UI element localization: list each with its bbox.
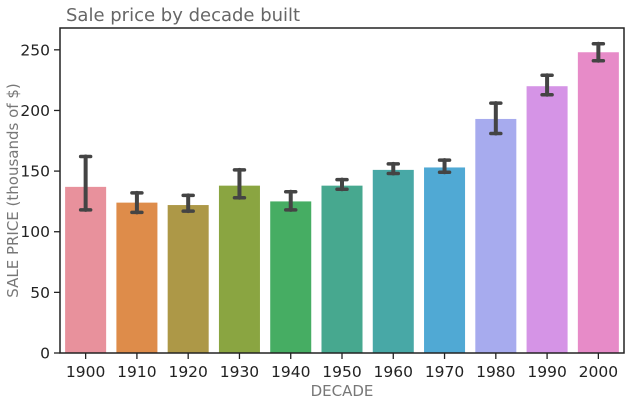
bar-group-2000 — [577, 41, 619, 354]
bar-group-1950 — [321, 177, 363, 353]
bar-1960 — [372, 169, 414, 353]
x-tick-label-2000: 2000 — [579, 363, 618, 381]
error-bar-1900 — [78, 154, 93, 212]
error-bar-1960 — [386, 161, 401, 176]
bar-1900 — [65, 186, 107, 353]
bar-group-1900 — [65, 154, 107, 353]
bar-group-1990 — [526, 73, 568, 353]
x-tick-label-1910: 1910 — [117, 363, 156, 381]
y-tick-label-250: 250 — [20, 41, 50, 59]
x-tick-label-1950: 1950 — [322, 363, 361, 381]
bar-group-1980 — [475, 101, 517, 353]
bar-group-1920 — [167, 193, 209, 353]
y-tick-label-100: 100 — [20, 223, 50, 241]
bar-group-1940 — [270, 189, 312, 353]
y-tick-label-150: 150 — [20, 163, 50, 181]
bar-1910 — [116, 202, 158, 353]
error-bar-1920 — [181, 193, 195, 214]
error-bar-1910 — [130, 190, 144, 215]
bar-group-1930 — [218, 167, 260, 353]
y-tick-label-200: 200 — [20, 102, 50, 120]
bar-group-1910 — [116, 190, 158, 353]
error-bar-1980 — [489, 101, 503, 136]
bar-1990 — [526, 86, 568, 353]
y-tick-label-0: 0 — [40, 345, 50, 363]
x-tick-label-1980: 1980 — [476, 363, 515, 381]
x-tick-label-1930: 1930 — [220, 363, 259, 381]
x-tick-label-1990: 1990 — [527, 363, 566, 381]
bar-1940 — [270, 201, 312, 353]
x-tick-label-1940: 1940 — [271, 363, 310, 381]
error-bar-1990 — [540, 73, 554, 97]
bar-1930 — [218, 185, 260, 353]
x-axis-label: DECADE — [311, 382, 374, 400]
bar-1950 — [321, 185, 363, 353]
error-bar-2000 — [591, 41, 606, 63]
error-bar-1970 — [437, 158, 452, 175]
y-tick-label-50: 50 — [30, 284, 50, 302]
bar-1970 — [424, 167, 466, 353]
bar-group-1970 — [424, 158, 466, 353]
bar-group-1960 — [372, 161, 414, 353]
x-tick-label-1960: 1960 — [374, 363, 413, 381]
error-bar-1940 — [283, 189, 298, 212]
plot-area — [65, 41, 619, 354]
bar-1980 — [475, 118, 517, 353]
x-tick-label-1920: 1920 — [168, 363, 207, 381]
bar-1920 — [167, 205, 209, 353]
x-tick-label-1970: 1970 — [425, 363, 464, 381]
error-bar-1930 — [232, 167, 247, 200]
error-bar-1950 — [335, 177, 349, 192]
axes: 0 50 100 150 200 250 1900 1910 1920 1930 1940 1950 1… — [20, 41, 618, 381]
chart-title: Sale price by decade built — [66, 5, 300, 26]
y-axis-label: SALE PRICE (thousands of $) — [4, 83, 22, 297]
bar-2000 — [577, 52, 619, 354]
x-tick-label-1900: 1900 — [66, 363, 105, 381]
